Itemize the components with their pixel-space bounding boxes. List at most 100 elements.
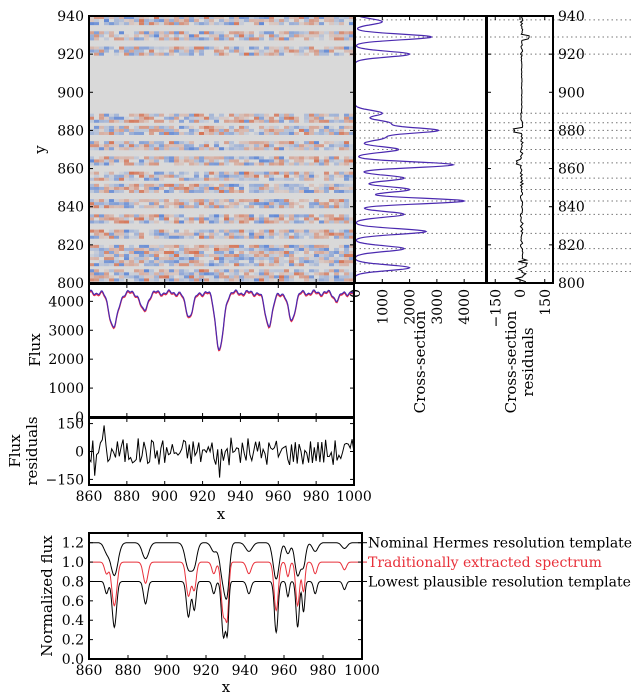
heatmap-cell <box>249 141 254 145</box>
heatmap-cell <box>94 125 99 129</box>
heatmap-cell <box>104 156 109 160</box>
heatmap-cell <box>229 199 234 203</box>
heatmap-cell <box>189 159 194 163</box>
heatmap-cell <box>249 202 254 206</box>
heatmap-cell <box>154 260 159 264</box>
heatmap-cell <box>144 263 149 267</box>
heatmap-cell <box>339 141 344 145</box>
heatmap-cell <box>274 250 279 254</box>
heatmap-cell <box>139 214 144 218</box>
heatmap-cell <box>134 202 139 206</box>
heatmap-cell <box>119 125 124 129</box>
heatmap-cell <box>314 217 319 221</box>
heatmap-cell <box>224 19 229 23</box>
heatmap-cell <box>209 183 214 187</box>
heatmap-cell <box>164 116 169 120</box>
heatmap-cell <box>294 34 299 38</box>
heatmap-cell <box>319 16 324 20</box>
heatmap-cell <box>254 220 259 224</box>
heatmap-cell <box>289 217 294 221</box>
heatmap-cell <box>249 144 254 148</box>
heatmap-cell <box>194 229 199 233</box>
heatmap-cell <box>94 189 99 193</box>
heatmap-cell <box>314 260 319 264</box>
heatmap-cell <box>249 52 254 56</box>
heatmap-cell <box>149 159 154 163</box>
heatmap-cell <box>314 19 319 23</box>
flux-model-line <box>88 289 355 351</box>
heatmap-cell <box>274 186 279 190</box>
heatmap-cell <box>239 275 244 279</box>
heatmap-cell <box>239 174 244 178</box>
heatmap-cell <box>249 34 254 38</box>
heatmap-cell <box>149 131 154 135</box>
heatmap-cell <box>169 202 174 206</box>
heatmap-cell <box>304 174 309 178</box>
heatmap-cell <box>139 16 144 20</box>
heatmap-cell <box>119 186 124 190</box>
heatmap-cell <box>129 229 134 233</box>
heatmap-cell <box>344 199 349 203</box>
heatmap-cell <box>334 31 339 35</box>
heatmap-cell <box>319 254 324 258</box>
heatmap-cell <box>284 272 289 276</box>
heatmap-cell <box>324 171 329 175</box>
xtick-label: 880 <box>113 489 140 505</box>
heatmap-cell <box>319 250 324 254</box>
heatmap-cell <box>149 229 154 233</box>
heatmap-cell <box>344 49 349 53</box>
heatmap-cell <box>94 34 99 38</box>
heatmap-cell <box>109 116 114 120</box>
heatmap-cell <box>89 214 94 218</box>
heatmap-cell <box>329 128 334 132</box>
heatmap-cell <box>129 131 134 135</box>
heatmap-cell <box>279 257 284 261</box>
heatmap-cell <box>274 177 279 181</box>
heatmap-cell <box>249 247 254 251</box>
heatmap-cell <box>164 232 169 236</box>
heatmap-cell <box>344 113 349 117</box>
heatmap-cell <box>334 235 339 239</box>
heatmap-cell <box>339 147 344 151</box>
heatmap-cell <box>244 16 249 20</box>
heatmap-cell <box>294 144 299 148</box>
heatmap-cell <box>279 232 284 236</box>
heatmap-cell <box>119 144 124 148</box>
heatmap-cell <box>174 272 179 276</box>
heatmap-cell <box>139 217 144 221</box>
heatmap-cell <box>244 174 249 178</box>
heatmap-cell <box>319 49 324 53</box>
heatmap-cell <box>89 144 94 148</box>
heatmap-cell <box>284 232 289 236</box>
heatmap-cell <box>284 125 289 129</box>
heatmap-cell <box>154 189 159 193</box>
heatmap-cell <box>104 46 109 50</box>
heatmap-cell <box>99 16 104 20</box>
heatmap-cell <box>114 34 119 38</box>
heatmap-cell <box>259 186 264 190</box>
heatmap-cell <box>284 220 289 224</box>
heatmap-cell <box>99 278 104 282</box>
heatmap-cell <box>194 128 199 132</box>
heatmap-cell <box>349 147 354 151</box>
heatmap-cell <box>134 260 139 264</box>
heatmap-cell <box>149 247 154 251</box>
heatmap-cell <box>209 116 214 120</box>
heatmap-cell <box>169 186 174 190</box>
heatmap-cell <box>174 183 179 187</box>
xtick-label: 0 <box>513 289 529 298</box>
heatmap-cell <box>104 119 109 123</box>
heatmap-cell <box>104 19 109 23</box>
heatmap-cell <box>264 275 269 279</box>
heatmap-cell <box>179 171 184 175</box>
heatmap-cell <box>129 214 134 218</box>
heatmap-cell <box>349 46 354 50</box>
heatmap-cell <box>154 214 159 218</box>
heatmap-cell <box>319 244 324 248</box>
heatmap-cell <box>134 113 139 117</box>
heatmap-cell <box>124 202 129 206</box>
heatmap-cell <box>124 125 129 129</box>
heatmap-cell <box>154 199 159 203</box>
heatmap-cell <box>234 34 239 38</box>
